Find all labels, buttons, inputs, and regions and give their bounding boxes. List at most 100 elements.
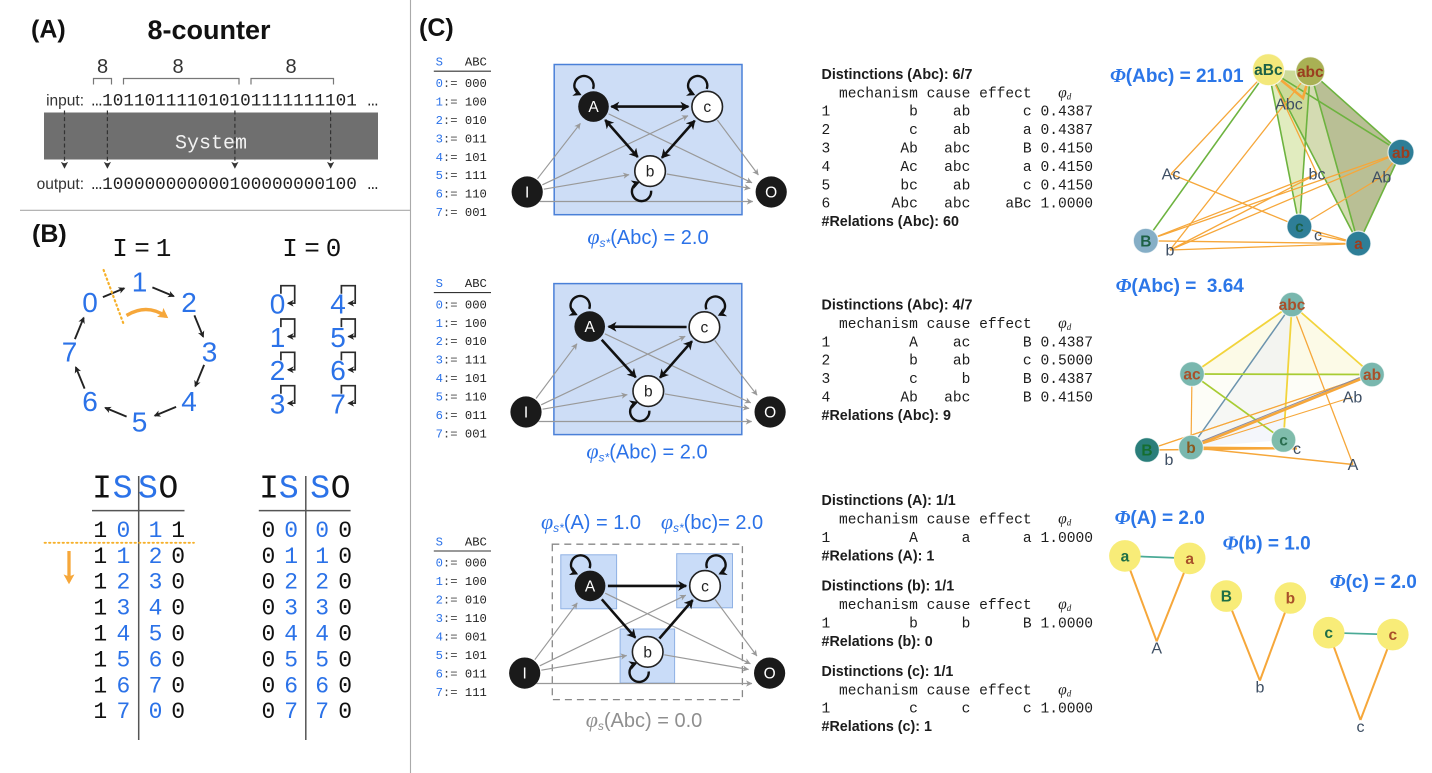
svg-text:6: 6 <box>116 673 130 699</box>
svg-text:#Relations (A): 1: #Relations (A): 1 <box>822 548 935 564</box>
svg-text:1: 1 <box>270 322 286 353</box>
svg-text:2: 2 <box>436 594 443 608</box>
svg-text:5: 5 <box>284 647 298 673</box>
svg-text:S: S <box>113 471 133 508</box>
svg-text:0: 0 <box>338 570 352 596</box>
svg-text:1: 1 <box>436 575 443 589</box>
svg-text:S: S <box>436 535 443 549</box>
svg-text::=: := <box>443 95 458 109</box>
svg-text:I: I <box>259 471 279 508</box>
svg-text:b: b <box>1255 680 1264 697</box>
svg-text:1: 1 <box>132 267 148 298</box>
svg-text:111: 111 <box>465 354 487 368</box>
svg-text:5: 5 <box>436 391 443 405</box>
svg-text:4: 4 <box>436 151 443 165</box>
svg-text:1: 1 <box>171 518 185 544</box>
svg-text:0: 0 <box>338 518 352 544</box>
svg-text:6: 6 <box>284 673 298 699</box>
svg-text:0: 0 <box>171 673 185 699</box>
svg-text:1: 1 <box>93 673 107 699</box>
svg-text:010: 010 <box>465 594 487 608</box>
svg-text:0: 0 <box>261 647 275 673</box>
svg-text:4: 4 <box>315 622 329 648</box>
svg-text:c: c <box>1314 228 1322 245</box>
svg-text:ABC: ABC <box>465 277 487 291</box>
svg-text:110: 110 <box>465 188 487 202</box>
svg-text:Ac: Ac <box>1162 167 1181 184</box>
svg-text:5: 5 <box>149 622 163 648</box>
svg-text:110: 110 <box>465 612 487 626</box>
svg-text:1: 1 <box>156 234 172 264</box>
svg-text:3 c b B 0.438: 3 c b B 0.4387 <box>822 372 1094 388</box>
svg-text:A: A <box>585 578 596 595</box>
svg-text:3: 3 <box>436 354 443 368</box>
svg-text:1 c c c 1.000: 1 c c c 1.0000 <box>822 702 1094 718</box>
svg-text:O: O <box>765 185 777 202</box>
svg-text:111: 111 <box>465 169 487 183</box>
svg-text:000: 000 <box>465 557 487 571</box>
svg-text:1: 1 <box>93 647 107 673</box>
svg-text:mechanism cause effect: mechanism cause effect <box>822 598 1032 614</box>
svg-text:1: 1 <box>284 544 298 570</box>
svg-text:0: 0 <box>149 699 163 725</box>
svg-text:φs*(A) = 1.0: φs*(A) = 1.0 <box>541 509 641 535</box>
svg-text:a: a <box>1121 548 1130 565</box>
svg-text:0: 0 <box>338 673 352 699</box>
svg-text::=: := <box>443 594 458 608</box>
svg-text:5: 5 <box>436 649 443 663</box>
svg-text:4: 4 <box>116 622 130 648</box>
svg-text:6: 6 <box>82 386 98 417</box>
svg-text:0: 0 <box>261 596 275 622</box>
svg-text:B: B <box>1140 233 1151 250</box>
svg-text:Distinctions (b): 1/1: Distinctions (b): 1/1 <box>822 579 955 595</box>
svg-text:0: 0 <box>171 596 185 622</box>
svg-text:#Relations (Abc): 9: #Relations (Abc): 9 <box>822 408 952 424</box>
svg-text:011: 011 <box>465 409 487 423</box>
svg-text:I: I <box>92 471 112 508</box>
svg-text:O: O <box>331 471 351 508</box>
svg-text:1: 1 <box>116 544 130 570</box>
svg-text:b: b <box>1166 243 1175 260</box>
svg-text:abc: abc <box>1279 297 1306 314</box>
svg-text::=: := <box>443 77 458 91</box>
svg-text:0: 0 <box>326 234 342 264</box>
svg-text:3 Ab abc B 0.415: 3 Ab abc B 0.4150 <box>822 142 1094 158</box>
svg-text:c: c <box>1295 219 1304 236</box>
svg-text:4: 4 <box>284 622 298 648</box>
svg-text:4: 4 <box>330 289 346 320</box>
svg-text:4: 4 <box>149 596 163 622</box>
svg-text:111: 111 <box>465 686 487 700</box>
svg-text:5: 5 <box>330 322 346 353</box>
svg-text:0: 0 <box>171 622 185 648</box>
svg-text::=: := <box>443 631 458 645</box>
svg-text:0: 0 <box>436 77 443 91</box>
svg-text:2: 2 <box>315 570 329 596</box>
svg-text:4: 4 <box>181 386 197 417</box>
svg-text:0: 0 <box>338 544 352 570</box>
svg-text:b: b <box>644 384 653 401</box>
svg-text:φd: φd <box>1058 84 1072 101</box>
svg-text:a: a <box>1354 236 1363 253</box>
svg-text:A: A <box>1348 457 1359 474</box>
svg-text:b: b <box>646 164 655 181</box>
svg-text:4 Ab abc B 0.415: 4 Ab abc B 0.4150 <box>822 391 1094 407</box>
svg-text:φd: φd <box>1058 596 1072 613</box>
svg-text:I: I <box>282 234 298 264</box>
svg-text:2: 2 <box>181 287 197 318</box>
svg-text:101: 101 <box>465 151 487 165</box>
svg-text:4: 4 <box>436 372 443 386</box>
svg-text:0: 0 <box>171 699 185 725</box>
svg-text:A: A <box>588 99 599 116</box>
svg-text:7: 7 <box>436 428 443 442</box>
svg-text:3: 3 <box>202 337 218 368</box>
svg-text:0: 0 <box>338 596 352 622</box>
svg-text:c: c <box>1279 433 1288 450</box>
svg-text:000: 000 <box>465 77 487 91</box>
svg-text:Distinctions (c): 1/1: Distinctions (c): 1/1 <box>822 664 954 680</box>
svg-text:1: 1 <box>436 317 443 331</box>
svg-text:(B): (B) <box>32 220 67 248</box>
svg-text::=: := <box>443 132 458 146</box>
svg-text:1: 1 <box>93 544 107 570</box>
svg-text::=: := <box>443 206 458 220</box>
svg-text:0: 0 <box>261 622 275 648</box>
